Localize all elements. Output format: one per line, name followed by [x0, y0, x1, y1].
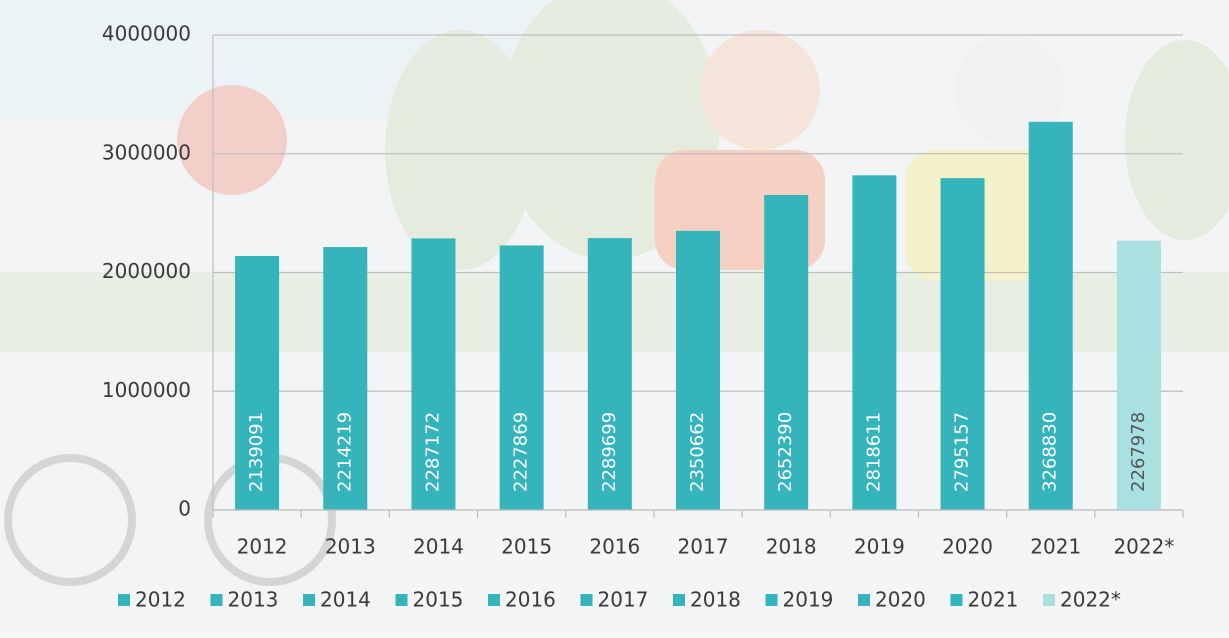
legend-label: 2016 [505, 588, 556, 612]
y-tick-label: 0 [178, 497, 191, 521]
legend-label: 2020 [875, 588, 926, 612]
legend-label: 2014 [320, 588, 371, 612]
value-label: 2267978 [1128, 412, 1149, 492]
legend-swatch [118, 594, 130, 606]
x-tick-label: 2017 [678, 535, 729, 559]
legend-label: 2015 [413, 588, 464, 612]
legend-label: 2021 [968, 588, 1019, 612]
value-label: 2795157 [952, 412, 973, 492]
legend-label: 2012 [135, 588, 186, 612]
legend-swatch [1043, 594, 1055, 606]
bar [1028, 121, 1073, 510]
x-tick-label: 2022* [1113, 535, 1174, 559]
legend-label: 2018 [690, 588, 741, 612]
y-tick-label: 3000000 [102, 140, 191, 164]
y-tick-label: 2000000 [102, 259, 191, 283]
x-tick-label: 2016 [589, 535, 640, 559]
bar [852, 175, 897, 510]
value-label: 2139091 [246, 412, 267, 492]
x-tick-label: 2021 [1030, 535, 1081, 559]
bar [499, 245, 544, 510]
value-label: 2652390 [775, 412, 796, 492]
y-tick-label: 4000000 [102, 22, 191, 46]
legend-swatch [673, 594, 685, 606]
x-tick-label: 2013 [325, 535, 376, 559]
x-tick-label: 2015 [501, 535, 552, 559]
bar [411, 238, 456, 511]
legend-swatch [580, 594, 593, 606]
legend-swatch [858, 594, 870, 606]
value-label: 2350662 [687, 412, 708, 492]
x-tick-label: 2018 [766, 535, 817, 559]
legend-label: 2019 [783, 588, 834, 612]
value-label: 3268830 [1040, 412, 1061, 492]
bar [940, 178, 985, 510]
value-label: 2289699 [599, 412, 620, 492]
value-label: 2818611 [863, 412, 884, 492]
x-tick-label: 2019 [854, 535, 905, 559]
x-tick-label: 2012 [237, 535, 288, 559]
bar [587, 238, 632, 510]
y-tick-label: 1000000 [102, 378, 191, 402]
legend-label: 2022* [1060, 588, 1121, 612]
legend-swatch [395, 594, 408, 606]
bar [764, 195, 809, 510]
legend-swatch [765, 594, 778, 606]
x-tick-label: 2020 [942, 535, 993, 559]
bar [676, 230, 720, 510]
bar [235, 255, 280, 510]
value-label: 2287172 [422, 412, 443, 492]
legend-label: 2017 [598, 588, 649, 612]
legend-swatch [303, 594, 315, 606]
bar [1116, 240, 1161, 510]
x-tick-label: 2014 [413, 535, 464, 559]
value-label: 2227869 [511, 412, 532, 492]
legend-swatch [488, 594, 500, 606]
legend-swatch [950, 594, 963, 606]
bar [323, 247, 368, 510]
value-label: 2214219 [334, 412, 355, 492]
legend-label: 2013 [228, 588, 279, 612]
legend-swatch [210, 594, 223, 606]
